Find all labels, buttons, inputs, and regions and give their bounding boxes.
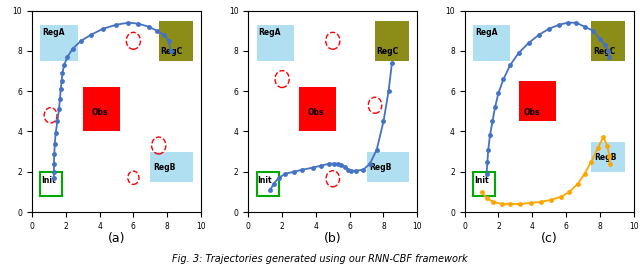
Text: RegC: RegC (593, 47, 615, 56)
Bar (40, 172, 63, 196)
Bar (518, 81, 556, 121)
Bar (299, 87, 336, 131)
Text: Init: Init (474, 176, 488, 185)
Bar (375, 21, 409, 61)
Bar (159, 21, 193, 61)
Text: Fig. 3: Trajectories generated using our RNN-CBF framework: Fig. 3: Trajectories generated using our… (172, 254, 468, 264)
Bar (40, 25, 77, 61)
Bar (367, 152, 409, 182)
Text: RegA: RegA (259, 28, 281, 37)
Text: RegA: RegA (475, 28, 497, 37)
Text: Init: Init (257, 176, 272, 185)
Bar (591, 142, 625, 172)
X-axis label: (b): (b) (324, 232, 342, 245)
Text: RegB: RegB (153, 163, 175, 172)
Bar (257, 172, 279, 196)
Text: RegA: RegA (42, 28, 65, 37)
Bar (150, 152, 193, 182)
Bar (473, 25, 510, 61)
Text: RegB: RegB (369, 163, 392, 172)
Text: Obs: Obs (524, 108, 540, 117)
Text: Init: Init (42, 176, 56, 185)
X-axis label: (a): (a) (108, 232, 125, 245)
Text: RegC: RegC (161, 47, 182, 56)
Bar (473, 172, 495, 196)
Bar (591, 21, 625, 61)
X-axis label: (c): (c) (541, 232, 557, 245)
Text: Obs: Obs (307, 108, 324, 117)
Text: RegC: RegC (377, 47, 399, 56)
Text: Obs: Obs (91, 108, 108, 117)
Bar (257, 25, 294, 61)
Text: RegB: RegB (594, 153, 616, 162)
Bar (83, 87, 120, 131)
